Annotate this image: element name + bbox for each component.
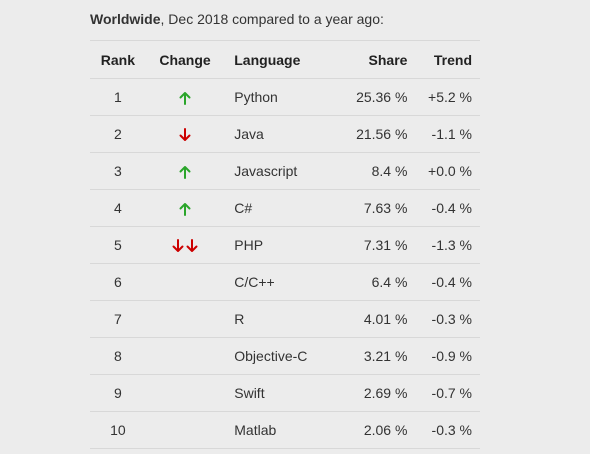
arrow-down-icon xyxy=(186,239,198,253)
change-cell xyxy=(145,115,225,153)
share-cell: 2.06 % xyxy=(332,411,408,449)
trend-cell: -0.4 % xyxy=(407,263,480,301)
change-cell xyxy=(145,189,225,227)
table-row: 9 Swift 2.69 % -0.7 % xyxy=(90,374,480,412)
trend-cell: -0.9 % xyxy=(407,337,480,375)
table-row: 3 Javascript 8.4 % +0.0 % xyxy=(90,152,480,190)
rank-cell: 8 xyxy=(90,337,146,375)
language-cell: Swift xyxy=(224,374,333,412)
table-row: 2 Java 21.56 % -1.1 % xyxy=(90,115,480,153)
share-cell: 7.31 % xyxy=(332,226,408,264)
arrow-up-icon xyxy=(179,165,191,180)
table-row: 8 Objective-C 3.21 % -0.9 % xyxy=(90,337,480,375)
trend-cell: -0.3 % xyxy=(407,300,480,338)
language-cell: Objective-C xyxy=(224,337,333,375)
language-cell: Matlab xyxy=(224,411,333,449)
caption-region: Worldwide xyxy=(90,11,161,27)
share-cell: 8.4 % xyxy=(332,152,408,190)
arrow-down-icon xyxy=(179,128,191,142)
share-cell: 4.01 % xyxy=(332,300,408,338)
language-ranking-table: Rank Change Language Share Trend 1 Python… xyxy=(90,40,480,449)
trend-cell: -0.4 % xyxy=(407,189,480,227)
change-cell xyxy=(145,78,225,116)
table-caption: Worldwide, Dec 2018 compared to a year a… xyxy=(90,11,384,27)
change-cell xyxy=(145,226,225,264)
arrow-up-icon xyxy=(179,91,191,106)
share-cell: 3.21 % xyxy=(332,337,408,375)
rank-cell: 1 xyxy=(90,78,146,116)
share-cell: 6.4 % xyxy=(332,263,408,301)
header-change: Change xyxy=(145,40,225,79)
table-header-row: Rank Change Language Share Trend xyxy=(90,40,480,79)
table-row: 4 C# 7.63 % -0.4 % xyxy=(90,189,480,227)
table-row: 6 C/C++ 6.4 % -0.4 % xyxy=(90,263,480,301)
rank-cell: 10 xyxy=(90,411,146,449)
change-cell xyxy=(145,337,225,375)
language-cell: C# xyxy=(224,189,333,227)
trend-cell: +5.2 % xyxy=(407,78,480,116)
rank-cell: 3 xyxy=(90,152,146,190)
rank-cell: 2 xyxy=(90,115,146,153)
rank-cell: 5 xyxy=(90,226,146,264)
change-cell xyxy=(145,263,225,301)
header-share: Share xyxy=(332,40,408,79)
table-row: 10 Matlab 2.06 % -0.3 % xyxy=(90,411,480,449)
trend-cell: -0.7 % xyxy=(407,374,480,412)
language-cell: C/C++ xyxy=(224,263,333,301)
header-rank: Rank xyxy=(90,40,146,79)
share-cell: 2.69 % xyxy=(332,374,408,412)
rank-cell: 6 xyxy=(90,263,146,301)
language-cell: R xyxy=(224,300,333,338)
table-body: 1 Python 25.36 % +5.2 % 2 Java 21.56 % -1.1 % 3 J… xyxy=(90,78,480,449)
change-cell xyxy=(145,411,225,449)
change-cell xyxy=(145,374,225,412)
language-cell: PHP xyxy=(224,226,333,264)
rank-cell: 9 xyxy=(90,374,146,412)
table-row: 1 Python 25.36 % +5.2 % xyxy=(90,78,480,116)
trend-cell: -1.1 % xyxy=(407,115,480,153)
share-cell: 25.36 % xyxy=(332,78,408,116)
rank-cell: 4 xyxy=(90,189,146,227)
language-cell: Python xyxy=(224,78,333,116)
language-cell: Javascript xyxy=(224,152,333,190)
change-cell xyxy=(145,152,225,190)
share-cell: 21.56 % xyxy=(332,115,408,153)
header-language: Language xyxy=(224,40,333,79)
caption-text: , Dec 2018 compared to a year ago: xyxy=(160,11,384,27)
change-cell xyxy=(145,300,225,338)
trend-cell: -0.3 % xyxy=(407,411,480,449)
header-trend: Trend xyxy=(407,40,480,79)
trend-cell: +0.0 % xyxy=(407,152,480,190)
table-row: 7 R 4.01 % -0.3 % xyxy=(90,300,480,338)
arrow-down-icon xyxy=(172,239,184,253)
rank-cell: 7 xyxy=(90,300,146,338)
table-row: 5 PHP 7.31 % -1.3 % xyxy=(90,226,480,264)
trend-cell: -1.3 % xyxy=(407,226,480,264)
arrow-up-icon xyxy=(179,202,191,217)
language-cell: Java xyxy=(224,115,333,153)
share-cell: 7.63 % xyxy=(332,189,408,227)
